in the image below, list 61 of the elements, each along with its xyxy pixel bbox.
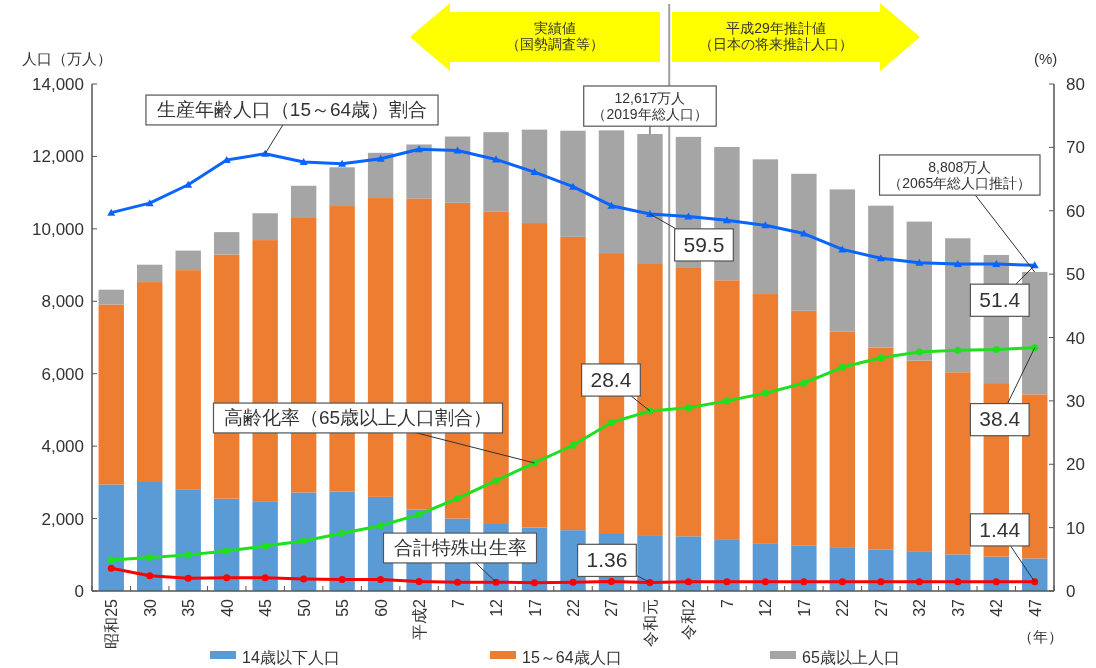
value-label: 1.44 [979, 517, 1021, 541]
legend-label: 14歳以下人口 [242, 649, 340, 666]
tick-label: 80 [1066, 75, 1085, 94]
axis-title: 人口（万人） [22, 50, 112, 67]
tick-label: 50 [295, 599, 313, 617]
tick-label: 60 [1066, 201, 1085, 221]
tick-label: 50 [1066, 265, 1085, 285]
annotation: 8,808万人（2065年総人口推計） [888, 158, 1032, 191]
axis-title: (%) [1034, 50, 1058, 67]
value-label: 38.4 [979, 407, 1021, 431]
tick-label: 17 [526, 599, 544, 617]
tick-label: 40 [218, 599, 236, 617]
series-name: 合計特殊出生率 [393, 537, 527, 559]
axis-title: （年） [1017, 628, 1063, 645]
legend-label: 15～64歳人口 [522, 649, 622, 666]
tick-label: 17 [795, 599, 813, 617]
tick-label: 令和2 [680, 599, 698, 640]
tick-label: 平成2 [411, 599, 429, 640]
tick-label: 37 [949, 599, 967, 617]
tick-label: 22 [834, 599, 852, 617]
tick-label: 70 [1066, 138, 1085, 158]
tick-label: 45 [257, 599, 275, 617]
tick-label: 22 [565, 599, 582, 617]
annotation: 実績値（国勢調査等） [506, 20, 604, 53]
tick-label: 8,000 [41, 292, 84, 312]
legend-label: 65歳以上人口 [802, 649, 900, 666]
value-label: 28.4 [590, 367, 632, 391]
series-name: 生産年齢人口（15～64歳）割合 [156, 99, 428, 121]
tick-label: 10,000 [32, 219, 84, 239]
tick-label: 14,000 [32, 75, 84, 94]
value-label: 1.36 [586, 548, 628, 572]
value-label: 59.5 [683, 232, 725, 256]
tick-label: 42 [988, 599, 1006, 617]
annotation: 12,617万人（2019年総人口） [592, 89, 708, 122]
tick-label: 12 [757, 599, 775, 617]
tick-label: 12,000 [32, 147, 84, 167]
tick-label: 30 [1066, 391, 1085, 411]
tick-label: 27 [872, 599, 890, 617]
tick-label: 昭和25 [103, 599, 121, 649]
tick-label: 7 [718, 599, 736, 608]
tick-label: 4,000 [41, 437, 84, 457]
tick-label: 32 [911, 599, 929, 617]
tick-label: 10 [1066, 518, 1085, 538]
tick-label: 55 [334, 599, 352, 617]
tick-label: 60 [372, 599, 390, 617]
series-name: 高齢化率（65歳以上人口割合） [223, 407, 493, 429]
tick-label: 40 [1066, 328, 1085, 348]
tick-label: 35 [180, 599, 198, 617]
tick-label: 20 [1066, 455, 1085, 475]
tick-label: 6,000 [41, 364, 84, 384]
tick-label: 7 [449, 599, 467, 608]
tick-label: 令和元 [641, 599, 659, 647]
tick-label: 0 [74, 582, 84, 601]
tick-label: 2,000 [41, 509, 84, 529]
tick-label: 0 [1066, 582, 1076, 601]
tick-label: 30 [141, 599, 159, 617]
value-label: 51.4 [979, 288, 1021, 312]
tick-label: 47 [1026, 599, 1044, 617]
tick-label: 12 [488, 599, 506, 617]
tick-label: 27 [603, 599, 621, 617]
annotation: 平成29年推計値（日本の将来推計人口） [699, 20, 853, 53]
